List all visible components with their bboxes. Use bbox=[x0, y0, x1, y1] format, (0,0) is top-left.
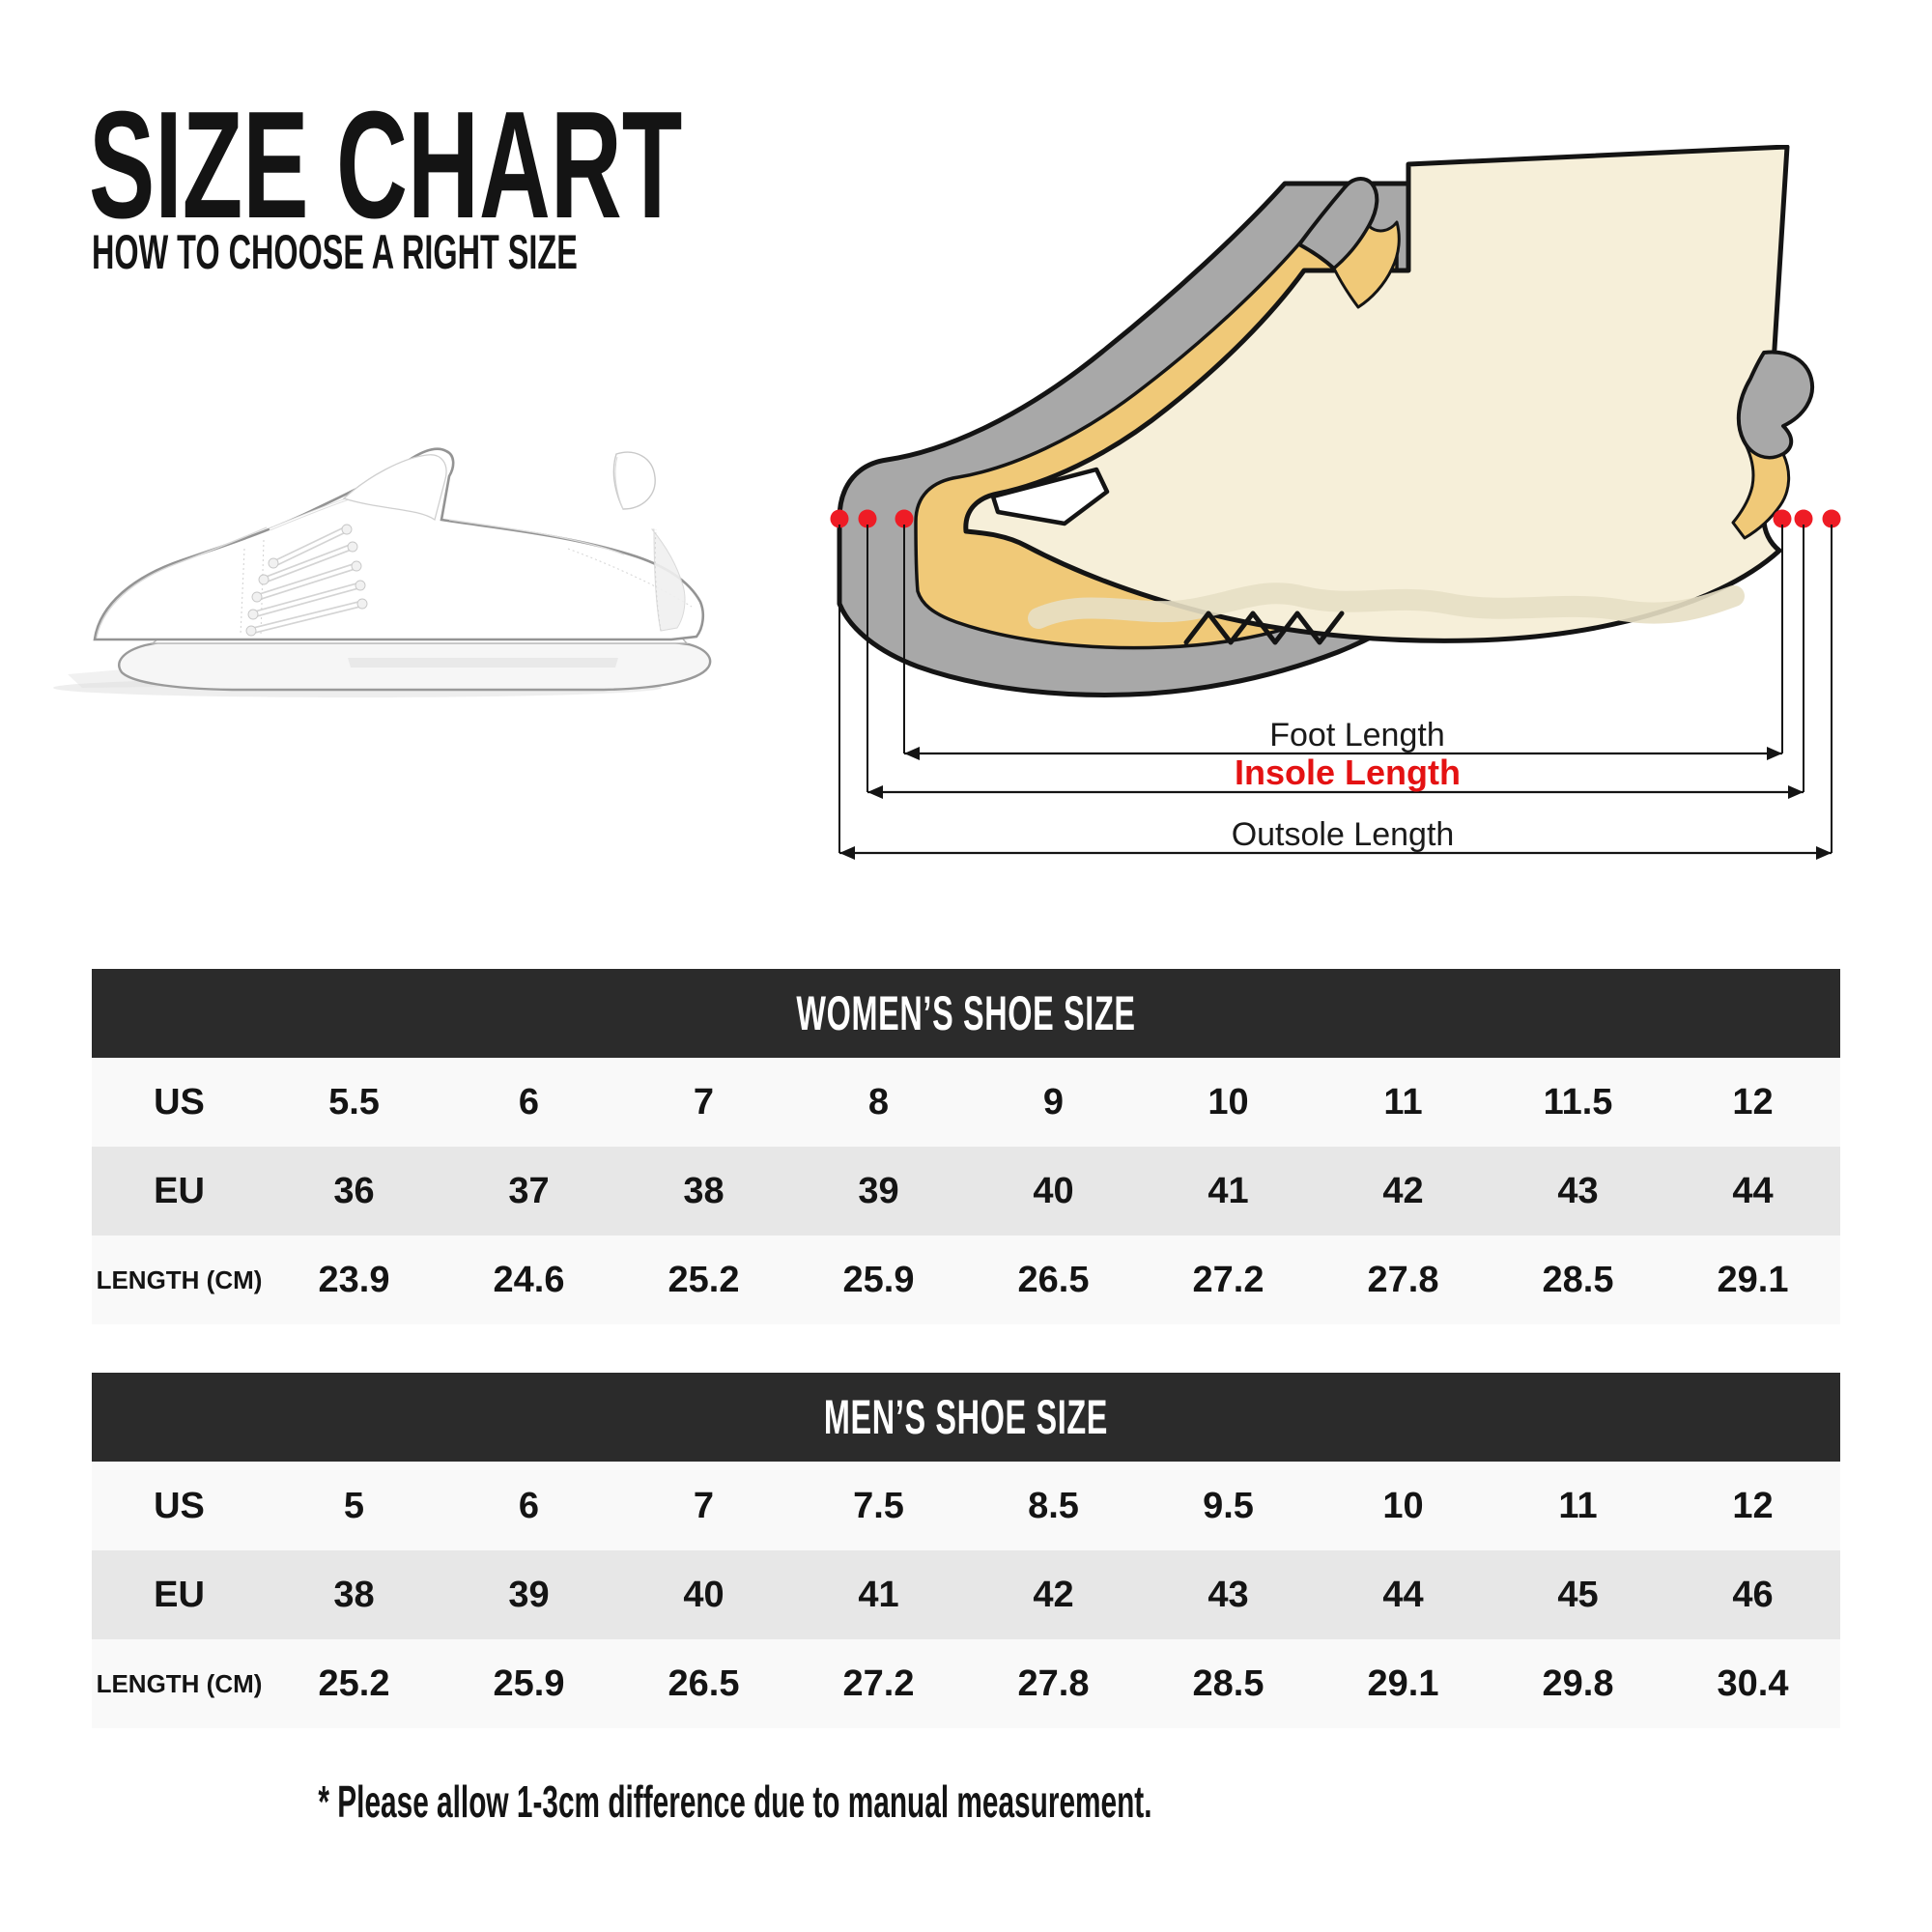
svg-text:Outsole Length: Outsole Length bbox=[1232, 816, 1455, 853]
svg-text:Insole Length: Insole Length bbox=[1235, 753, 1461, 792]
svg-text:Foot Length: Foot Length bbox=[1269, 717, 1444, 753]
